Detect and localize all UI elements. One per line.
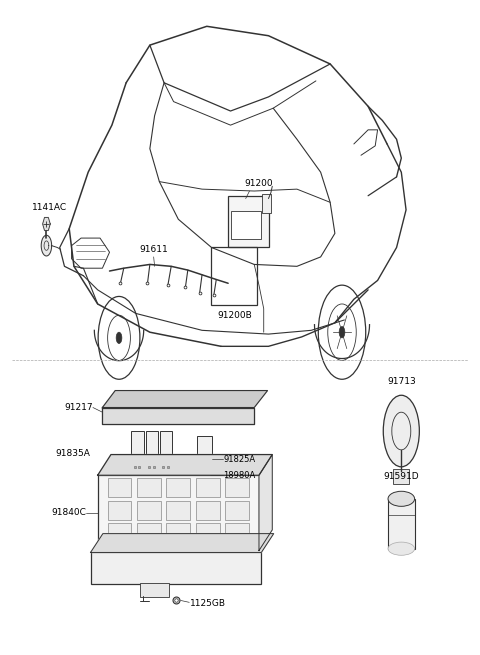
FancyBboxPatch shape xyxy=(167,500,190,519)
Circle shape xyxy=(384,395,420,467)
FancyBboxPatch shape xyxy=(137,500,161,519)
FancyBboxPatch shape xyxy=(145,431,158,463)
FancyBboxPatch shape xyxy=(225,500,249,519)
Text: 91217: 91217 xyxy=(64,403,93,412)
Polygon shape xyxy=(91,534,274,552)
FancyBboxPatch shape xyxy=(196,478,219,497)
Polygon shape xyxy=(102,390,267,407)
FancyBboxPatch shape xyxy=(108,500,132,519)
Text: 91200B: 91200B xyxy=(217,312,252,320)
Text: 91611: 91611 xyxy=(139,245,168,254)
Polygon shape xyxy=(259,455,272,551)
Polygon shape xyxy=(41,235,52,256)
FancyBboxPatch shape xyxy=(132,431,144,463)
FancyBboxPatch shape xyxy=(137,478,161,497)
Polygon shape xyxy=(102,407,254,424)
FancyBboxPatch shape xyxy=(225,523,249,542)
Text: 91840C: 91840C xyxy=(51,508,86,517)
Circle shape xyxy=(339,327,345,338)
FancyBboxPatch shape xyxy=(167,523,190,542)
FancyBboxPatch shape xyxy=(196,523,219,542)
Circle shape xyxy=(116,332,122,343)
Polygon shape xyxy=(43,217,50,231)
FancyBboxPatch shape xyxy=(196,469,210,481)
FancyBboxPatch shape xyxy=(231,211,261,239)
Polygon shape xyxy=(97,476,259,551)
FancyBboxPatch shape xyxy=(167,478,190,497)
FancyBboxPatch shape xyxy=(197,436,212,470)
FancyBboxPatch shape xyxy=(196,500,219,519)
Text: 91835A: 91835A xyxy=(56,449,91,458)
FancyBboxPatch shape xyxy=(160,431,172,463)
Ellipse shape xyxy=(388,542,415,555)
Polygon shape xyxy=(388,499,415,549)
Text: 91825A: 91825A xyxy=(223,455,255,464)
Text: 1141AC: 1141AC xyxy=(32,203,67,212)
Text: 91591D: 91591D xyxy=(384,472,419,481)
FancyBboxPatch shape xyxy=(137,523,161,542)
FancyBboxPatch shape xyxy=(108,523,132,542)
FancyBboxPatch shape xyxy=(140,582,169,597)
FancyBboxPatch shape xyxy=(393,469,409,484)
Text: 91713: 91713 xyxy=(387,377,416,386)
Polygon shape xyxy=(97,455,272,476)
Ellipse shape xyxy=(388,491,415,506)
FancyBboxPatch shape xyxy=(225,478,249,497)
FancyBboxPatch shape xyxy=(228,196,269,246)
Polygon shape xyxy=(91,552,261,584)
Text: 18980A: 18980A xyxy=(223,471,256,479)
Text: 1125GB: 1125GB xyxy=(190,599,226,608)
Text: 91200: 91200 xyxy=(245,179,273,188)
FancyBboxPatch shape xyxy=(108,478,132,497)
FancyBboxPatch shape xyxy=(262,194,271,213)
